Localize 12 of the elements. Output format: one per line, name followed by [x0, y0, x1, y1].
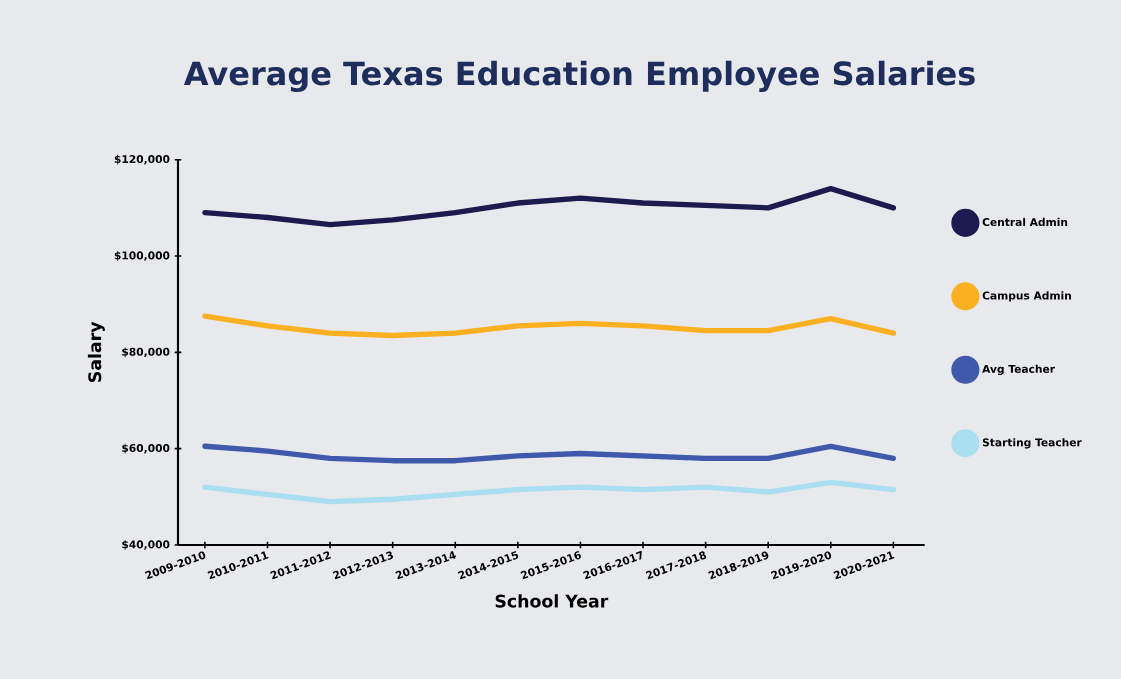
legend-label: Starting Teacher — [982, 438, 1082, 449]
legend-label: Central Admin — [982, 217, 1068, 227]
y-tick-label: $80,000 — [122, 347, 170, 358]
y-tick-label: $120,000 — [114, 154, 170, 165]
y-axis-title: Salary — [87, 321, 105, 382]
legend-label: Campus Admin — [982, 291, 1071, 302]
legend-label: Avg Teacher — [982, 364, 1055, 376]
y-tick-label: $40,000 — [122, 540, 170, 550]
x-axis-title: School Year — [495, 594, 609, 608]
y-tick-label: $60,000 — [122, 443, 170, 454]
chart-title: Average Texas Education Employee Salaries — [183, 60, 975, 92]
y-tick-label: $100,000 — [114, 251, 170, 261]
